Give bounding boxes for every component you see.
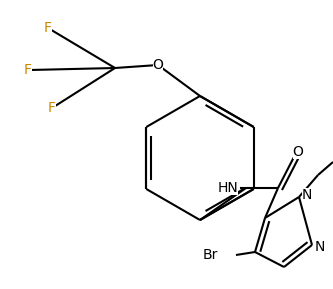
Text: N: N — [315, 240, 325, 254]
Text: F: F — [44, 21, 52, 35]
Text: F: F — [48, 101, 56, 115]
Text: O: O — [153, 58, 164, 72]
Text: N: N — [302, 188, 312, 202]
Text: F: F — [24, 63, 32, 77]
Text: O: O — [293, 145, 303, 159]
Text: Br: Br — [202, 248, 218, 262]
Text: HN: HN — [217, 181, 238, 195]
